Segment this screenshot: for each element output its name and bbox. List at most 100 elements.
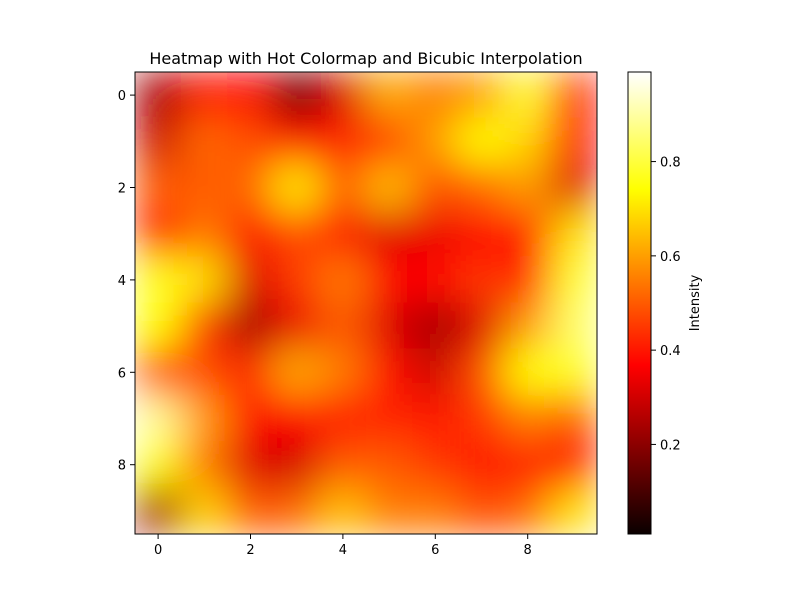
heatmap-cell bbox=[365, 72, 413, 119]
heatmap-cell bbox=[411, 117, 459, 165]
heatmap-cell bbox=[365, 302, 413, 350]
heatmap-cell bbox=[457, 117, 506, 165]
heatmap-cell bbox=[273, 72, 321, 119]
heatmap-cell bbox=[273, 256, 321, 304]
colorbar-ticks: 0.2 0.4 0.6 0.8 bbox=[651, 156, 681, 453]
heatmap-cell bbox=[457, 163, 506, 212]
y-tick-label: 8 bbox=[118, 459, 126, 474]
heatmap-cell bbox=[411, 72, 459, 119]
heatmap-cell bbox=[457, 487, 506, 534]
heatmap-cell bbox=[226, 210, 275, 258]
heatmap-cell bbox=[226, 441, 275, 489]
heatmap-cell bbox=[504, 441, 552, 489]
heatmap-cell bbox=[319, 256, 367, 304]
heatmap-cell bbox=[457, 256, 506, 304]
x-tick-label: 6 bbox=[431, 543, 439, 558]
y-tick-label: 4 bbox=[118, 274, 126, 289]
heatmap-cell bbox=[411, 302, 459, 350]
heatmap-cell bbox=[365, 256, 413, 304]
heatmap-cell bbox=[226, 256, 275, 304]
heatmap-cell bbox=[411, 394, 459, 443]
heatmap-cell bbox=[550, 72, 597, 119]
heatmap-cell bbox=[180, 487, 228, 534]
heatmap-cell bbox=[550, 394, 597, 443]
chart-title: Heatmap with Hot Colormap and Bicubic In… bbox=[149, 49, 582, 68]
heatmap-cell bbox=[457, 72, 506, 119]
heatmap-cell bbox=[273, 487, 321, 534]
heatmap-cell bbox=[180, 256, 228, 304]
colorbar-label: Intensity bbox=[688, 274, 703, 331]
x-tick-label: 0 bbox=[154, 543, 162, 558]
heatmap-cell bbox=[365, 394, 413, 443]
colorbar-tick-label: 0.6 bbox=[660, 250, 681, 265]
heatmap-cell bbox=[226, 394, 275, 443]
heatmap-cell bbox=[273, 441, 321, 489]
x-tick-label: 8 bbox=[524, 543, 532, 558]
heatmap-cell bbox=[180, 72, 228, 119]
heatmap-cell bbox=[504, 302, 552, 350]
y-tick-label: 0 bbox=[118, 89, 126, 104]
colorbar-tick-label: 0.8 bbox=[660, 156, 681, 171]
heatmap-cell bbox=[226, 163, 275, 212]
heatmap-cell bbox=[135, 163, 182, 212]
heatmap-cell bbox=[411, 163, 459, 212]
x-axis: 0 2 4 6 8 bbox=[154, 534, 532, 558]
heatmap-cell bbox=[550, 117, 597, 165]
heatmap-cell bbox=[180, 117, 228, 165]
heatmap-cell bbox=[319, 348, 367, 396]
colorbar-tick-label: 0.4 bbox=[660, 344, 681, 359]
heatmap-cell bbox=[273, 302, 321, 350]
heatmap-cell bbox=[411, 441, 459, 489]
heatmap-cell bbox=[273, 348, 321, 396]
x-tick-label: 4 bbox=[339, 543, 347, 558]
heatmap-cell bbox=[504, 72, 552, 119]
colorbar-tick-label: 0.2 bbox=[660, 438, 681, 453]
heatmap-cell bbox=[504, 210, 552, 258]
heatmap-cell bbox=[180, 210, 228, 258]
heatmap-cell bbox=[135, 210, 182, 258]
heatmap-cell bbox=[319, 117, 367, 165]
heatmap-cell bbox=[226, 72, 275, 119]
heatmap-cell bbox=[180, 441, 228, 489]
heatmap-cell bbox=[319, 487, 367, 534]
heatmap-cell bbox=[365, 117, 413, 165]
heatmap-cell bbox=[550, 487, 597, 534]
heatmap-cell bbox=[135, 441, 182, 489]
heatmap-cell bbox=[504, 394, 552, 443]
heatmap-cell bbox=[226, 348, 275, 396]
x-tick-label: 2 bbox=[246, 543, 254, 558]
y-tick-label: 6 bbox=[118, 366, 126, 381]
heatmap-cell bbox=[180, 394, 228, 443]
heatmap-cell bbox=[504, 163, 552, 212]
heatmap-cell bbox=[273, 394, 321, 443]
heatmap-cell bbox=[457, 348, 506, 396]
y-tick-label: 2 bbox=[118, 182, 126, 197]
heatmap-cell bbox=[319, 394, 367, 443]
heatmap-cell bbox=[550, 256, 597, 304]
heatmap-cell bbox=[457, 302, 506, 350]
heatmap-cell bbox=[180, 163, 228, 212]
heatmap-cell bbox=[180, 348, 228, 396]
heatmap-cell bbox=[273, 117, 321, 165]
y-axis: 0 2 4 6 8 bbox=[118, 89, 135, 474]
heatmap-cell bbox=[135, 117, 182, 165]
heatmap-cell bbox=[135, 487, 182, 534]
heatmap-plot-area bbox=[135, 72, 597, 534]
heatmap-cell bbox=[319, 302, 367, 350]
heatmap-cell bbox=[226, 487, 275, 534]
heatmap-cell bbox=[457, 394, 506, 443]
heatmap-cell bbox=[135, 394, 182, 443]
heatmap-cell bbox=[504, 348, 552, 396]
heatmap-cell bbox=[365, 348, 413, 396]
heatmap-cell bbox=[550, 302, 597, 350]
heatmap-cell bbox=[457, 441, 506, 489]
heatmap-cell bbox=[411, 256, 459, 304]
heatmap-cell bbox=[135, 348, 182, 396]
heatmap-cell bbox=[273, 163, 321, 212]
heatmap-cell bbox=[365, 487, 413, 534]
heatmap-cell bbox=[550, 441, 597, 489]
colorbar: 0.2 0.4 0.6 0.8 Intensity bbox=[627, 71, 703, 535]
heatmap-cell bbox=[365, 163, 413, 212]
heatmap-cell bbox=[550, 163, 597, 212]
